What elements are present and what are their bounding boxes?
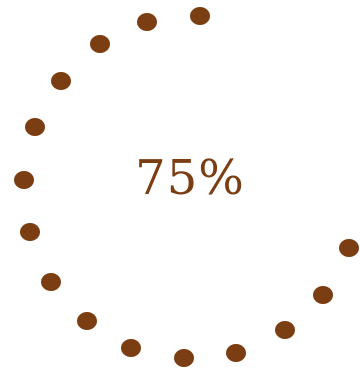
progress-dot [137, 13, 157, 31]
progress-dot [41, 273, 61, 291]
progress-dot [90, 35, 110, 53]
progress-dot [77, 312, 97, 330]
progress-dot [174, 349, 194, 367]
progress-percent-label: 75% [135, 150, 245, 206]
progress-dot [25, 118, 45, 136]
progress-dot [313, 286, 333, 304]
progress-dot [226, 344, 246, 362]
progress-dot [339, 239, 359, 257]
progress-dot [275, 321, 295, 339]
progress-dot [14, 171, 34, 189]
progress-dot [190, 7, 210, 25]
progress-dot [51, 72, 71, 90]
progress-dot [20, 223, 40, 241]
progress-dot [121, 339, 141, 357]
